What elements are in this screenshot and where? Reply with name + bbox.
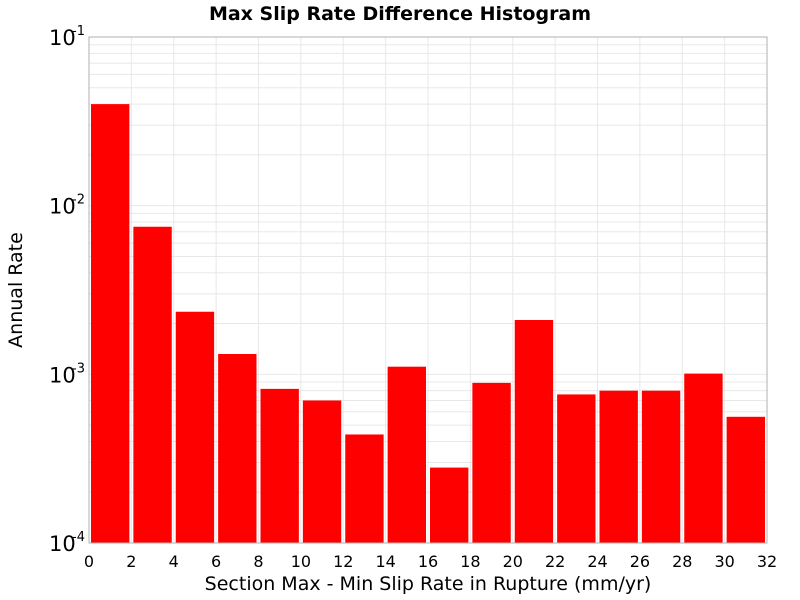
- y-tick-base: 10: [49, 532, 76, 556]
- y-tick-exponent: -3: [72, 361, 85, 376]
- y-tick-base: 10: [49, 363, 76, 387]
- y-axis-label: Annual Rate: [5, 232, 27, 348]
- y-tick-label: 10-2: [49, 193, 85, 219]
- y-tick-label: 10-3: [49, 361, 85, 387]
- x-tick-label: 6: [211, 552, 221, 571]
- x-tick-label: 8: [253, 552, 263, 571]
- y-axis-ticks: 10-110-210-310-4: [49, 24, 85, 556]
- bar: [599, 390, 638, 543]
- x-tick-label: 4: [169, 552, 179, 571]
- x-tick-label: 22: [545, 552, 565, 571]
- y-tick-label: 10-1: [49, 24, 85, 50]
- bar: [514, 319, 554, 543]
- x-tick-label: 32: [757, 552, 777, 571]
- x-axis-label: Section Max - Min Slip Rate in Rupture (…: [205, 573, 652, 595]
- x-tick-label: 28: [672, 552, 692, 571]
- y-tick-base: 10: [49, 26, 76, 50]
- bar: [345, 434, 384, 543]
- x-tick-label: 20: [503, 552, 523, 571]
- x-tick-label: 14: [375, 552, 395, 571]
- y-tick-base: 10: [49, 195, 76, 219]
- bar: [91, 104, 130, 544]
- bar: [472, 382, 511, 543]
- x-tick-label: 24: [587, 552, 607, 571]
- x-tick-label: 0: [84, 552, 94, 571]
- chart-title: Max Slip Rate Difference Histogram: [209, 3, 591, 25]
- y-tick-exponent: -1: [72, 24, 85, 39]
- y-tick-label: 10-4: [49, 530, 85, 556]
- bar: [684, 373, 723, 543]
- bars: [91, 104, 765, 544]
- x-tick-label: 12: [333, 552, 353, 571]
- x-axis-ticks: 0 2 4 6 8 10 12 14 16 18 20 22 24 26 28 30 32: [84, 552, 777, 571]
- x-tick-label: 2: [126, 552, 136, 571]
- bar: [641, 390, 681, 543]
- bar: [260, 388, 299, 543]
- bar: [726, 416, 765, 543]
- x-tick-label: 10: [291, 552, 311, 571]
- bar: [387, 366, 426, 543]
- bar: [218, 353, 257, 543]
- x-tick-label: 30: [714, 552, 734, 571]
- x-tick-label: 18: [460, 552, 480, 571]
- bar: [302, 400, 342, 543]
- bar: [430, 467, 469, 543]
- x-tick-label: 16: [418, 552, 438, 571]
- y-tick-exponent: -4: [72, 530, 85, 545]
- plot-frame: [88, 36, 768, 544]
- x-tick-label: 26: [630, 552, 650, 571]
- bar: [175, 311, 215, 543]
- y-tick-exponent: -2: [72, 193, 85, 208]
- bar: [557, 394, 596, 543]
- bar: [133, 226, 172, 543]
